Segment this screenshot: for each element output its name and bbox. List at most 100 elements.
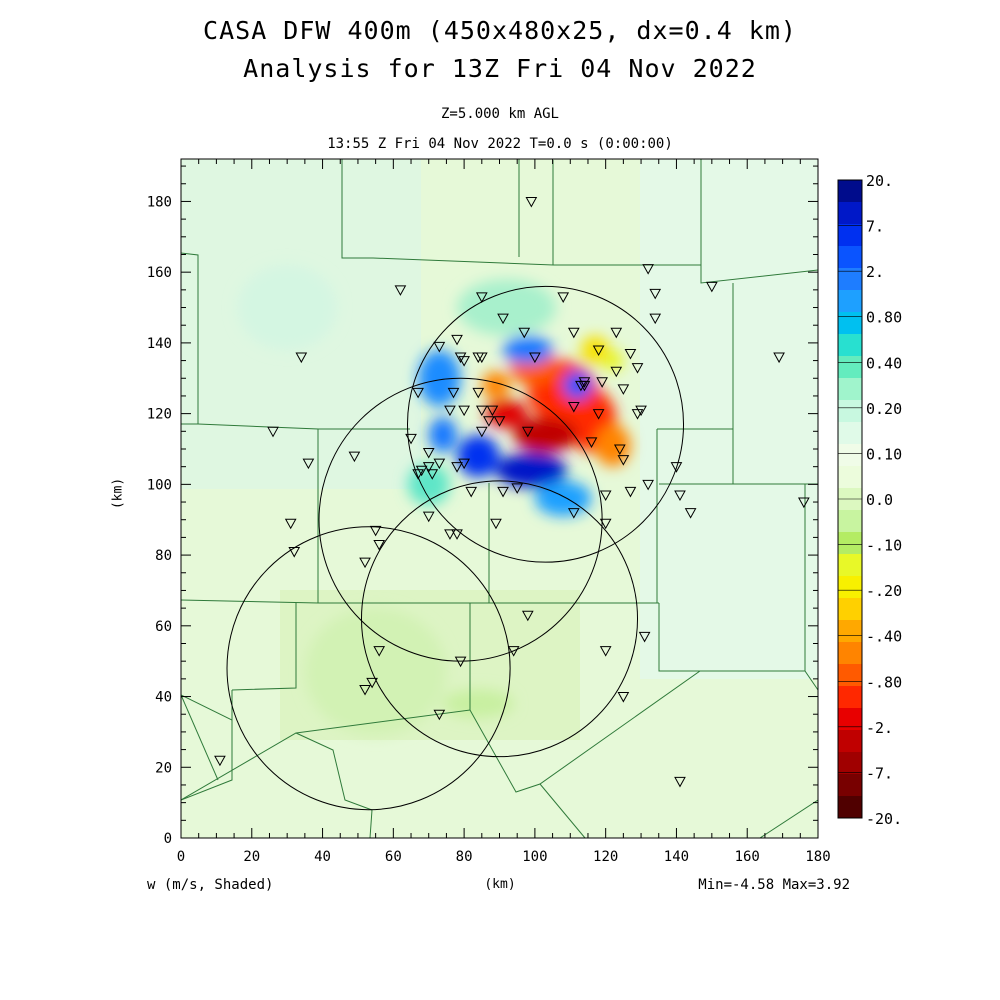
colorbar-swatch <box>838 246 862 269</box>
station-marker <box>617 384 630 395</box>
axis-ticks <box>180 159 819 839</box>
station-marker <box>610 327 623 339</box>
station-marker <box>433 709 446 721</box>
station-marker <box>511 483 524 494</box>
station-marker <box>444 405 456 417</box>
station-marker <box>373 539 386 551</box>
station-marker <box>359 684 371 696</box>
station-marker <box>596 377 608 388</box>
station-marker <box>433 341 446 353</box>
colorbar-swatch <box>838 356 862 379</box>
colorbar-swatch <box>838 620 862 643</box>
station-marker <box>472 387 485 399</box>
radar-ring-2 <box>360 480 639 758</box>
station-marker <box>359 557 371 569</box>
station-marker <box>557 292 570 303</box>
colorbar-swatch <box>838 466 862 489</box>
station-marker <box>458 356 470 367</box>
w-cell-13 <box>503 335 553 365</box>
station-marker <box>631 363 644 374</box>
y-tick-label: 60 <box>155 619 172 635</box>
station-marker <box>369 525 382 537</box>
station-marker <box>490 518 502 530</box>
station-marker <box>475 426 488 438</box>
w-cell-20 <box>237 265 337 350</box>
station-marker <box>617 455 630 466</box>
colorbar-label: -.80 <box>866 673 902 691</box>
station-marker <box>412 387 424 399</box>
station-marker <box>518 327 531 339</box>
colorbar-swatch <box>838 554 862 577</box>
y-tick-label: 40 <box>155 690 172 706</box>
colorbar-swatch <box>838 268 862 291</box>
station-marker <box>426 469 439 480</box>
w-cell-12 <box>418 349 461 407</box>
radar-ring-0 <box>406 285 685 563</box>
time-label: 13:55 Z Fri 04 Nov 2022 T=0.0 s (0:00:00… <box>327 136 673 152</box>
station-marker <box>348 451 361 463</box>
x-tick-label: 40 <box>314 849 331 865</box>
station-marker <box>288 547 301 558</box>
station-marker <box>635 405 647 417</box>
station-marker <box>447 387 460 399</box>
colorbar-label: -.10 <box>866 537 902 555</box>
station-marker <box>521 426 534 438</box>
station-marker <box>214 755 226 767</box>
station-marker <box>642 264 654 275</box>
y-tick-label: 140 <box>147 336 172 352</box>
station-marker <box>567 327 580 339</box>
w-cell-7 <box>580 335 610 365</box>
station-marker <box>422 448 435 459</box>
station-marker <box>458 405 470 417</box>
colorbar-swatch <box>838 598 862 621</box>
station-marker <box>525 196 538 208</box>
colorbar: 20. 7. 2. 0.80 0.40 0.20 0.10 0.0 -.10 -.20 -.40 -.… <box>837 172 902 828</box>
radar-ring-3 <box>226 526 511 811</box>
w-cell-11 <box>428 417 458 453</box>
station-marker <box>624 486 637 498</box>
station-marker <box>451 529 463 540</box>
y-tick-label: 0 <box>164 831 172 847</box>
x-tick-label: 0 <box>177 849 185 865</box>
x-tick-label: 140 <box>664 849 689 865</box>
x-tick-label: 120 <box>593 849 618 865</box>
colorbar-label: 2. <box>866 263 884 281</box>
y-tick-label: 80 <box>155 548 172 564</box>
colorbar-label: 0.20 <box>866 400 902 418</box>
station-marker <box>684 508 697 519</box>
w-cell-19 <box>304 608 447 736</box>
axis-tick-labels: 0 20 40 60 80 100 120 140 160 180 0 20 40 60 80 100 120 1… <box>147 194 831 865</box>
x-tick-label: 80 <box>456 849 473 865</box>
station-marker <box>638 631 651 643</box>
station-marker <box>507 646 520 657</box>
station-marker <box>592 409 605 420</box>
y-tick-label: 20 <box>155 760 172 776</box>
station-marker <box>617 692 630 703</box>
colorbar-swatch <box>838 334 862 357</box>
station-marker <box>585 437 598 448</box>
colorbar-swatch <box>838 510 862 533</box>
y-tick-label: 120 <box>147 407 172 423</box>
w-cell-10 <box>457 434 500 478</box>
station-marker <box>599 518 612 530</box>
station-marker <box>529 352 541 364</box>
station-marker <box>475 352 488 364</box>
station-markers <box>214 196 810 788</box>
station-marker <box>405 433 417 445</box>
station-marker <box>592 345 605 356</box>
colorbar-swatch <box>838 422 862 445</box>
level-label: Z=5.000 km AGL <box>440 106 559 122</box>
station-marker <box>797 497 810 509</box>
station-marker <box>394 285 407 296</box>
station-marker <box>373 646 386 657</box>
station-marker <box>773 352 785 364</box>
station-marker <box>465 486 478 498</box>
station-marker <box>670 462 683 473</box>
x-tick-label: 160 <box>735 849 760 865</box>
colorbar-swatch <box>838 400 862 423</box>
colorbar-swatch <box>838 708 862 731</box>
station-marker <box>578 377 591 388</box>
station-marker <box>454 352 467 364</box>
colorbar-swatch <box>838 576 862 599</box>
